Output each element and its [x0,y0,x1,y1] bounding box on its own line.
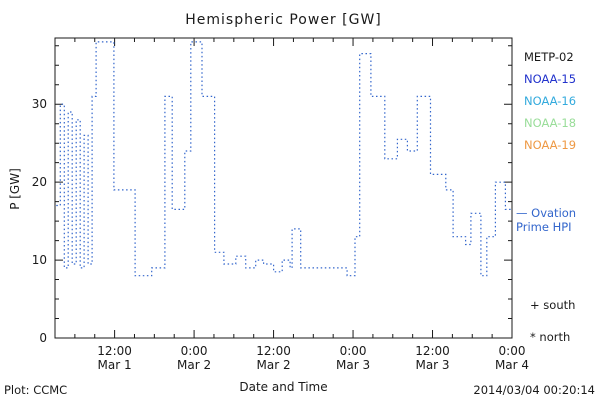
timestamp-label: 2014/03/04 00:20:14 [473,383,595,397]
north-symbol-label: * north [530,330,571,344]
legend-item-noaa-15: NOAA-15 [524,72,577,86]
satellite-legend: METP-02 NOAA-15 NOAA-16 NOAA-18 NOAA-19 [524,46,576,156]
x-tick-time-label: 0:00 [181,344,208,358]
x-tick-time-label: 0:00 [499,344,526,358]
ovation-label-line2: Prime HPI [516,220,572,234]
x-tick-date-label: Mar 3 [415,358,449,372]
x-tick-date-label: Mar 1 [98,358,132,372]
x-tick-date-label: Mar 4 [495,358,529,372]
hpi-step-line [56,41,512,277]
legend-item-noaa-18: NOAA-18 [524,116,577,130]
legend-item-metp-02: METP-02 [524,50,574,64]
legend-item-noaa-16: NOAA-16 [524,94,577,108]
ovation-label-line1: — Ovation [516,206,577,220]
axis-ticks [54,38,513,339]
y-tick-label: 20 [32,175,47,189]
y-tick-label: 0 [39,331,47,345]
y-tick-label: 30 [32,97,47,111]
x-tick-time-label: 0:00 [340,344,367,358]
plot-source-label: Plot: CCMC [4,383,68,397]
chart-title: Hemispheric Power [GW] [185,12,382,28]
x-axis-label: Date and Time [239,380,328,394]
y-tick-label: 10 [32,253,47,267]
plot-frame [54,37,513,339]
y-axis-label: P [GW] [8,168,22,210]
ovation-prime-hpi-label: — Ovation Prime HPI [516,206,576,234]
x-tick-date-label: Mar 2 [177,358,211,372]
x-tick-time-label: 12:00 [415,344,450,358]
x-tick-date-label: Mar 3 [336,358,370,372]
legend-item-noaa-19: NOAA-19 [524,138,577,152]
x-tick-date-label: Mar 2 [257,358,291,372]
x-tick-time-label: 12:00 [256,344,291,358]
x-tick-time-label: 12:00 [97,344,132,358]
south-symbol-label: + south [530,298,576,312]
